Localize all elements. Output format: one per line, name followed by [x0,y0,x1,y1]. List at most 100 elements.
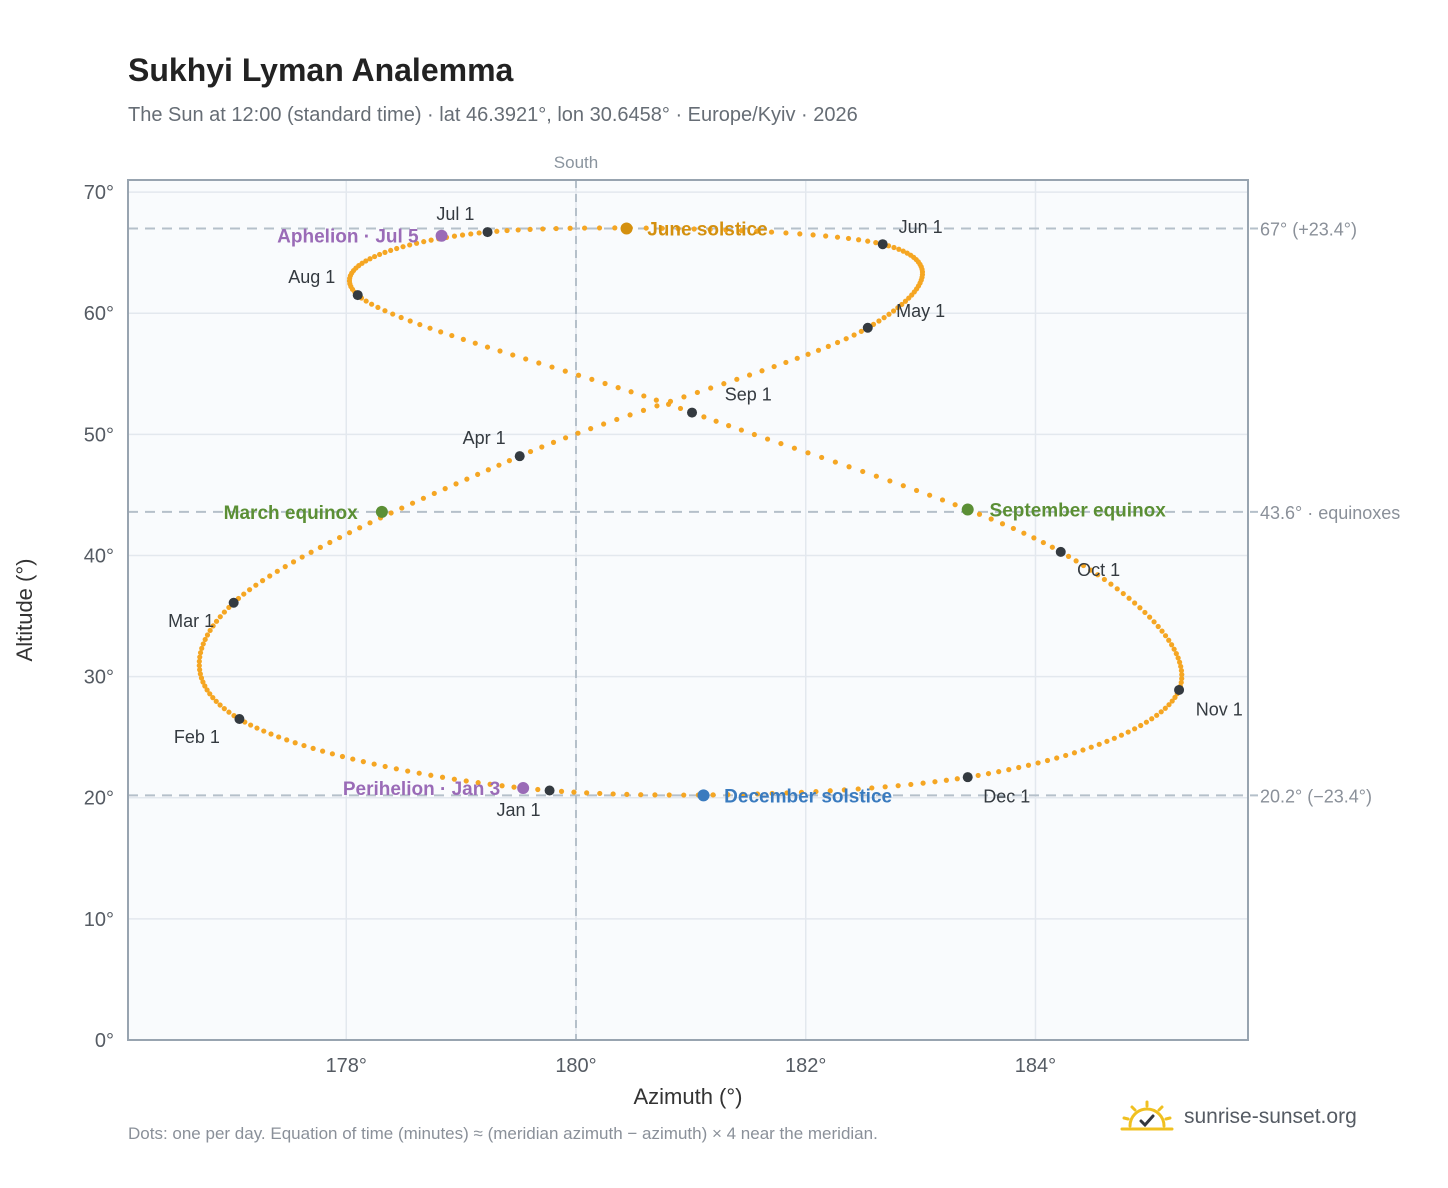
daily-sun-dot [1104,738,1110,744]
meridian-label: South [554,153,598,172]
daily-sun-dot [427,325,433,331]
daily-sun-dot [1171,646,1177,652]
daily-sun-dot [891,244,897,251]
month-marker [514,451,525,462]
daily-sun-dot [768,229,775,235]
y-tick-label: 0° [95,1030,114,1052]
reference-line-label: 67° (+23.4°) [1260,219,1357,239]
y-tick-label: 20° [84,788,114,810]
daily-sun-dot [810,232,816,238]
y-tick-label: 70° [84,182,114,204]
daily-sun-dot [681,792,687,798]
daily-sun-dot [1016,764,1022,771]
daily-sun-dot [463,778,469,784]
y-tick-label: 60° [84,303,114,325]
daily-sun-dot [985,770,992,777]
daily-sun-dot [511,784,517,790]
daily-sun-dot [197,654,203,660]
month-label: May 1 [896,301,945,321]
daily-sun-dot [627,412,633,418]
daily-sun-dot [506,458,513,464]
daily-sun-dot [846,464,852,470]
daily-sun-dot [363,298,369,304]
daily-sun-dot [428,237,434,243]
daily-sun-dot [746,372,753,378]
event-marker [961,503,974,516]
x-axis-label: Azimuth (°) [633,1084,742,1109]
y-axis-label: Altitude (°) [12,559,37,662]
daily-sun-dot [217,702,223,708]
daily-sun-dot [581,225,588,231]
daily-sun-dot [1155,623,1161,630]
daily-sun-dot [771,363,777,370]
brand-name: sunrise-sunset.org [1184,1105,1357,1128]
daily-sun-dot [290,559,297,565]
daily-sun-dot [643,225,649,231]
daily-sun-dot [407,242,413,248]
daily-sun-dot [1169,698,1175,704]
daily-sun-dot [694,389,700,396]
daily-sun-dot [394,245,400,252]
daily-sun-dot [640,407,647,413]
daily-sun-dot [1132,600,1138,606]
daily-sun-dot [843,336,849,342]
daily-sun-dot [253,582,259,588]
daily-sun-dot [827,788,833,794]
daily-sun-dot [882,784,888,790]
daily-sun-dot [701,414,707,420]
daily-sun-dot [346,530,353,536]
daily-sun-dot [1149,716,1155,722]
daily-sun-dot [834,234,841,240]
daily-sun-dot [1118,732,1125,738]
daily-sun-dot [207,691,213,697]
daily-sun-dot [751,431,757,438]
daily-sun-dot [713,418,719,424]
daily-sun-dot [841,787,847,793]
daily-sun-dot [460,336,466,342]
daily-sun-dot [510,352,516,358]
daily-sun-dot [382,763,388,770]
daily-sun-dot [823,233,829,239]
month-marker [482,227,493,238]
daily-sun-dot [276,734,282,740]
daily-sun-dot [540,226,546,232]
daily-sun-dot [553,225,559,232]
daily-sun-dot [204,687,210,693]
daily-sun-dot [1142,609,1148,616]
daily-sun-dot [327,539,333,546]
daily-sun-dot [1179,675,1185,682]
daily-sun-dot [1166,637,1172,643]
daily-sun-dot [886,311,892,317]
brand[interactable]: sunrise-sunset.org [1120,1100,1357,1134]
plot-area [128,180,1248,1040]
daily-sun-dot [895,783,901,789]
daily-sun-dot [783,230,789,236]
daily-sun-dot [484,344,491,350]
daily-sun-dot [996,769,1002,775]
daily-sun-dot [449,332,455,339]
daily-sun-dot [691,226,697,232]
daily-sun-dot [1111,735,1117,741]
daily-sun-dot [416,770,422,776]
daily-sun-dot [1054,755,1060,761]
daily-sun-dot [527,448,534,455]
daily-sun-dot [254,725,260,731]
daily-sun-dot [375,304,381,311]
daily-sun-dot [794,355,800,361]
daily-sun-dot [954,776,960,782]
daily-sun-dot [388,510,394,516]
daily-sun-dot [1108,581,1114,587]
daily-sun-dot [420,495,427,501]
daily-sun-dot [261,728,267,734]
chart-subtitle: The Sun at 12:00 (standard time) · lat 4… [128,104,858,126]
daily-sun-dot [798,789,805,795]
event-label: Aphelion · Jul 5 [277,227,419,248]
daily-sun-dot [202,683,208,689]
daily-sun-dot [317,544,323,550]
daily-sun-dot [558,788,565,794]
daily-sun-dot [1049,544,1055,550]
daily-sun-dot [504,227,510,234]
daily-sun-dot [413,240,420,246]
daily-sun-dot [475,780,481,786]
daily-sun-dot [217,614,223,620]
